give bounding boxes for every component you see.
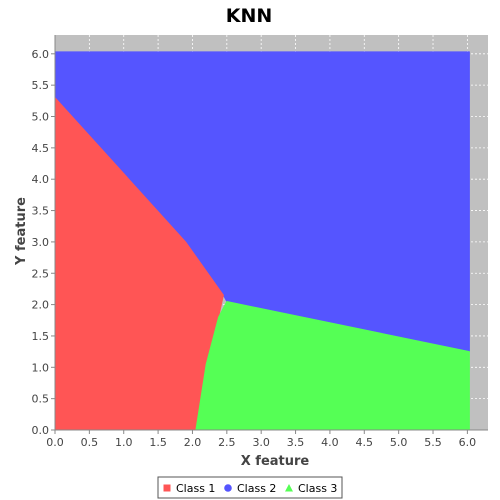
y-tick-label: 6.0	[32, 48, 50, 61]
legend-label-class-1: Class 1	[176, 482, 215, 495]
x-tick-label: 2.5	[218, 436, 236, 449]
y-axis: 0.0 0.5 1.0 1.5 2.0 2.5 3.0 3.5 4.0 4.5 5.0 5.5 6.0	[32, 35, 56, 437]
y-tick-label: 4.5	[32, 142, 50, 155]
x-tick-label: 4.5	[356, 436, 374, 449]
legend-marker-class-3	[285, 484, 293, 492]
x-tick-label: 3.5	[287, 436, 305, 449]
x-axis-label: X feature	[241, 454, 310, 469]
x-tick-label: 5.0	[390, 436, 408, 449]
legend-label-class-2: Class 2	[237, 482, 276, 495]
legend-box	[157, 476, 343, 499]
y-tick-label: 5.0	[32, 111, 50, 124]
x-axis: 0.0 0.5 1.0 1.5 2.0 2.5 3.0 3.5 4.0 4.5 5.0 5.5 6.0	[46, 429, 488, 449]
legend: Class 1 Class 2 Class 3	[157, 476, 343, 499]
legend-label-class-3: Class 3	[298, 482, 337, 495]
chart-title: KNN	[226, 5, 273, 27]
legend-marker-class-1	[163, 484, 171, 492]
y-tick-label: 1.5	[32, 330, 50, 343]
y-axis-label: Y feature	[14, 197, 29, 266]
x-tick-label: 3.0	[252, 436, 270, 449]
x-tick-label: 5.5	[424, 436, 442, 449]
y-tick-label: 0.0	[32, 424, 50, 437]
x-tick-label: 2.0	[184, 436, 202, 449]
x-tick-label: 1.5	[149, 436, 167, 449]
y-tick-label: 4.0	[32, 173, 50, 186]
x-tick-label: 0.5	[81, 436, 99, 449]
x-tick-label: 4.0	[321, 436, 339, 449]
y-tick-label: 1.0	[32, 361, 50, 374]
y-tick-label: 2.0	[32, 299, 50, 312]
y-tick-label: 5.5	[32, 79, 50, 92]
x-tick-label: 1.0	[115, 436, 133, 449]
x-tick-label: 6.0	[459, 436, 477, 449]
y-tick-label: 2.5	[32, 267, 50, 280]
legend-marker-class-2	[224, 484, 232, 492]
y-tick-label: 3.5	[32, 205, 50, 218]
x-tick-label: 0.0	[46, 436, 64, 449]
y-tick-label: 0.5	[32, 393, 50, 406]
decision-regions	[54, 51, 470, 431]
y-tick-label: 3.0	[32, 236, 50, 249]
